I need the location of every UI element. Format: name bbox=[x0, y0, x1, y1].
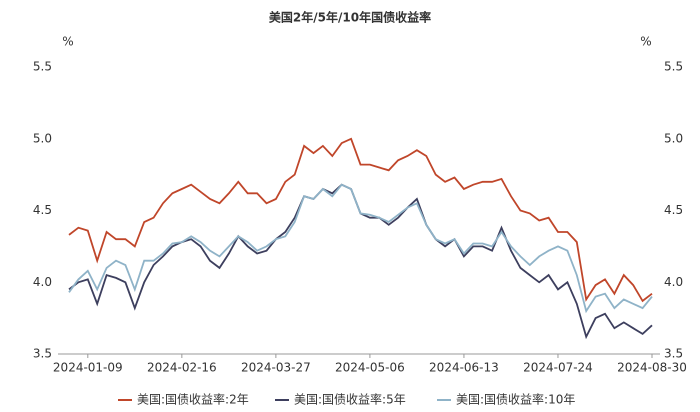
series-line bbox=[68, 137, 653, 303]
chart-title: 美国2年/5年/10年国债收益率 bbox=[269, 10, 431, 25]
y2-tick-label: 5.0 bbox=[664, 131, 683, 145]
y2-tick-label: 4.5 bbox=[664, 203, 683, 217]
y-tick-label: 4.0 bbox=[33, 275, 52, 289]
x-tick-label: 2024-03-27 bbox=[241, 361, 311, 375]
x-tick-label: 2024-08-30 bbox=[617, 361, 687, 375]
y2-tick-label: 3.5 bbox=[664, 347, 683, 361]
x-tick-label: 2024-07-24 bbox=[523, 361, 593, 375]
y-tick-label: 4.5 bbox=[33, 203, 52, 217]
legend-label: 美国:国债收益率:10年 bbox=[456, 392, 575, 407]
x-tick-label: 2024-02-16 bbox=[147, 361, 217, 375]
y-tick-label: 5.0 bbox=[33, 131, 52, 145]
x-tick-label: 2024-06-13 bbox=[429, 361, 499, 375]
x-tick-label: 2024-01-09 bbox=[53, 361, 123, 375]
y-tick-label: 5.5 bbox=[33, 60, 52, 74]
y2-tick-label: 4.0 bbox=[664, 275, 683, 289]
series-line bbox=[68, 183, 653, 314]
y-axis-unit: % bbox=[62, 35, 73, 49]
x-tick-label: 2024-05-06 bbox=[335, 361, 405, 375]
y-tick-label: 3.5 bbox=[33, 347, 52, 361]
y2-tick-label: 5.5 bbox=[664, 60, 683, 74]
y2-axis-unit: % bbox=[640, 35, 651, 49]
legend-label: 美国:国债收益率:5年 bbox=[294, 392, 406, 407]
series-line bbox=[68, 183, 653, 340]
legend-label: 美国:国债收益率:2年 bbox=[137, 392, 249, 407]
